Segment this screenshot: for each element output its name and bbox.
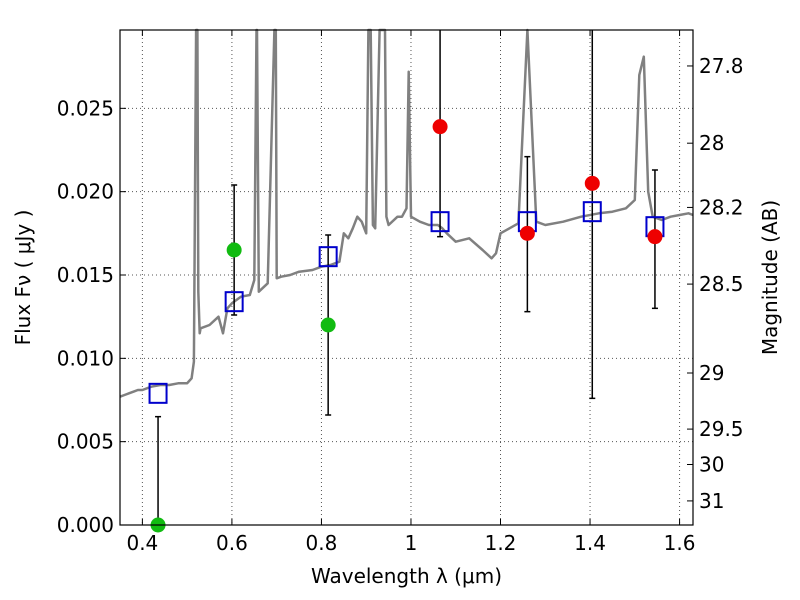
y2-tick-label: 31 xyxy=(699,489,724,513)
x-tick-label: 1.2 xyxy=(485,531,517,555)
model-square-point xyxy=(148,382,168,404)
x-tick-label: 1.4 xyxy=(574,531,606,555)
y2-tick-label: 29.5 xyxy=(699,417,744,441)
detected-point xyxy=(432,119,448,135)
y2-tick-label: 28.5 xyxy=(699,272,744,296)
x-tick-label: 0.4 xyxy=(126,531,158,555)
x-axis-label: Wavelength λ (μm) xyxy=(311,564,502,588)
y2-tick-label: 29 xyxy=(699,361,724,385)
y-tick-label: 0.015 xyxy=(57,263,114,287)
error-bars xyxy=(155,30,658,525)
grid xyxy=(120,30,693,526)
plot-frame xyxy=(119,29,694,526)
y-axis-label: Flux Fν ( μJy ) xyxy=(11,210,35,346)
x-axis-ticks: 0.4 0.6 0.8 1 1.2 1.4 1.6 xyxy=(126,30,695,555)
y-axis-ticks: 0.000 0.005 0.010 0.015 0.020 0.025 xyxy=(57,96,126,537)
model-spectrum-line xyxy=(119,28,694,398)
y-tick-label: 0.010 xyxy=(57,346,114,370)
x-tick-label: 1 xyxy=(405,531,418,555)
detected-point xyxy=(519,225,535,241)
y2-axis-ticks: 27.8 28 28.2 28.5 29 29.5 30 31 xyxy=(687,54,744,513)
y-tick-label: 0.005 xyxy=(57,430,114,454)
y2-tick-label: 28.2 xyxy=(699,195,744,219)
optical-point xyxy=(320,317,336,333)
detected-point xyxy=(584,175,600,191)
model-square-point xyxy=(582,201,602,223)
y-tick-label: 0.000 xyxy=(57,513,114,537)
x-tick-label: 0.6 xyxy=(216,531,248,555)
model-square-point xyxy=(430,211,450,233)
y2-axis-label: Magnitude (AB) xyxy=(758,200,782,355)
optical-point xyxy=(226,242,242,258)
y-tick-label: 0.020 xyxy=(57,180,114,204)
data-points xyxy=(148,119,665,533)
model-spectrum xyxy=(119,28,694,398)
y2-tick-label: 30 xyxy=(699,452,724,476)
detected-point xyxy=(647,229,663,245)
model-square-point xyxy=(318,246,338,268)
x-tick-label: 0.8 xyxy=(306,531,338,555)
x-tick-label: 1.6 xyxy=(664,531,696,555)
y-tick-label: 0.025 xyxy=(57,96,114,120)
model-square-point xyxy=(224,291,244,313)
y2-tick-label: 27.8 xyxy=(699,54,744,78)
y2-tick-label: 28 xyxy=(699,131,724,155)
